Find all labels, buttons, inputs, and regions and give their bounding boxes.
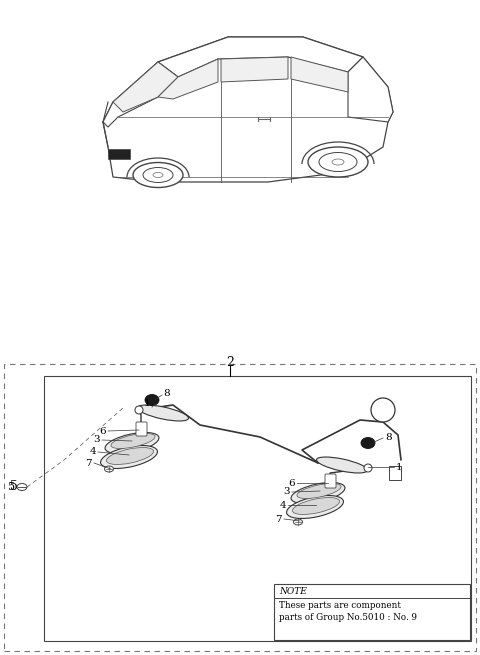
Text: parts of Group No.5010 : No. 9: parts of Group No.5010 : No. 9 xyxy=(279,612,417,622)
FancyBboxPatch shape xyxy=(136,422,147,436)
Text: 6: 6 xyxy=(288,479,295,487)
Ellipse shape xyxy=(111,434,155,449)
Ellipse shape xyxy=(145,394,159,405)
Ellipse shape xyxy=(316,457,368,473)
Text: 3: 3 xyxy=(94,436,100,445)
Ellipse shape xyxy=(153,172,163,178)
Circle shape xyxy=(135,406,143,414)
Ellipse shape xyxy=(361,438,375,449)
Ellipse shape xyxy=(105,432,159,453)
Ellipse shape xyxy=(138,405,189,421)
Bar xyxy=(274,584,470,640)
Text: These parts are component: These parts are component xyxy=(279,601,401,610)
Text: 5: 5 xyxy=(10,481,18,493)
Text: 8: 8 xyxy=(163,390,169,398)
Ellipse shape xyxy=(107,447,154,464)
FancyBboxPatch shape xyxy=(325,474,336,488)
Ellipse shape xyxy=(100,445,157,468)
Ellipse shape xyxy=(332,159,344,165)
Polygon shape xyxy=(158,59,218,99)
Bar xyxy=(389,466,401,480)
Text: 2: 2 xyxy=(226,356,234,369)
Ellipse shape xyxy=(319,153,357,172)
Polygon shape xyxy=(221,57,288,82)
Ellipse shape xyxy=(297,483,341,498)
Text: 1: 1 xyxy=(144,398,150,407)
Text: 4: 4 xyxy=(279,500,286,510)
Ellipse shape xyxy=(105,466,113,472)
Text: 3: 3 xyxy=(283,487,290,496)
Ellipse shape xyxy=(291,483,345,504)
Ellipse shape xyxy=(133,162,183,187)
Ellipse shape xyxy=(293,519,302,525)
Ellipse shape xyxy=(143,168,173,183)
Text: 5: 5 xyxy=(9,482,15,492)
Text: 8: 8 xyxy=(385,432,392,441)
Ellipse shape xyxy=(292,498,339,514)
Circle shape xyxy=(364,464,372,472)
Ellipse shape xyxy=(17,483,27,491)
Bar xyxy=(44,376,471,641)
Bar xyxy=(4,364,476,651)
Polygon shape xyxy=(158,37,363,77)
Ellipse shape xyxy=(308,147,368,177)
Text: 4: 4 xyxy=(89,447,96,457)
Text: 7: 7 xyxy=(276,514,282,523)
Circle shape xyxy=(371,398,395,422)
Text: NOTE: NOTE xyxy=(279,588,307,597)
Text: 1: 1 xyxy=(396,462,403,472)
Polygon shape xyxy=(348,57,393,122)
Polygon shape xyxy=(103,62,178,127)
Polygon shape xyxy=(291,57,348,92)
Polygon shape xyxy=(103,37,393,182)
Bar xyxy=(108,149,130,159)
Text: 6: 6 xyxy=(99,426,106,436)
Polygon shape xyxy=(113,62,178,112)
Ellipse shape xyxy=(287,496,344,519)
Text: 7: 7 xyxy=(85,458,92,468)
